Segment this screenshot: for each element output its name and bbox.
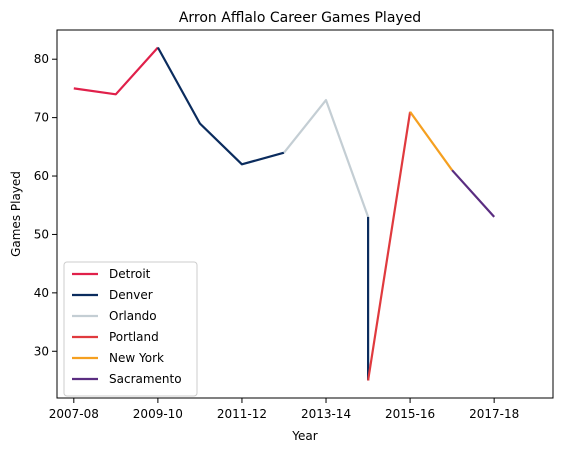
y-tick-label: 40 xyxy=(34,286,49,300)
series-line-0 xyxy=(73,46,159,96)
y-tick-label: 50 xyxy=(34,227,49,241)
y-tick-label: 30 xyxy=(34,344,49,358)
series-line-2 xyxy=(283,98,370,218)
series-line-4 xyxy=(367,111,412,381)
x-tick-label: 2011-12 xyxy=(217,407,267,421)
x-tick-label: 2009-10 xyxy=(133,407,183,421)
plot-area xyxy=(56,29,554,399)
x-tick-label: 2013-14 xyxy=(301,407,351,421)
chart-title: Arron Afflalo Career Games Played xyxy=(179,10,421,26)
x-axis-label: Year xyxy=(291,429,317,443)
x-tick-label: 2015-16 xyxy=(385,407,435,421)
x-tick-label: 2017-18 xyxy=(469,407,519,421)
legend-label: Detroit xyxy=(109,267,151,281)
y-axis-ticks: 30 40 50 60 70 80 xyxy=(34,52,57,358)
y-axis-label: Games Played xyxy=(9,171,23,257)
series-layer xyxy=(73,46,496,381)
series-line-5 xyxy=(409,111,453,171)
legend-label: Portland xyxy=(109,330,159,344)
series-line-1 xyxy=(156,46,285,166)
legend-label: New York xyxy=(109,351,164,365)
y-tick-label: 60 xyxy=(34,169,49,183)
y-tick-label: 80 xyxy=(34,52,49,66)
y-tick-label: 70 xyxy=(34,111,49,125)
x-axis-ticks: 2007-08 2009-10 2011-12 2013-14 2015-16 2017-… xyxy=(49,398,519,421)
legend-label: Orlando xyxy=(109,309,157,323)
legend-label: Sacramento xyxy=(109,372,182,386)
series-line-6 xyxy=(451,169,496,218)
legend: Detroit Denver Orlando Portland New York Sacr… xyxy=(63,261,198,397)
legend-label: Denver xyxy=(109,288,153,302)
x-tick-label: 2007-08 xyxy=(49,407,99,421)
